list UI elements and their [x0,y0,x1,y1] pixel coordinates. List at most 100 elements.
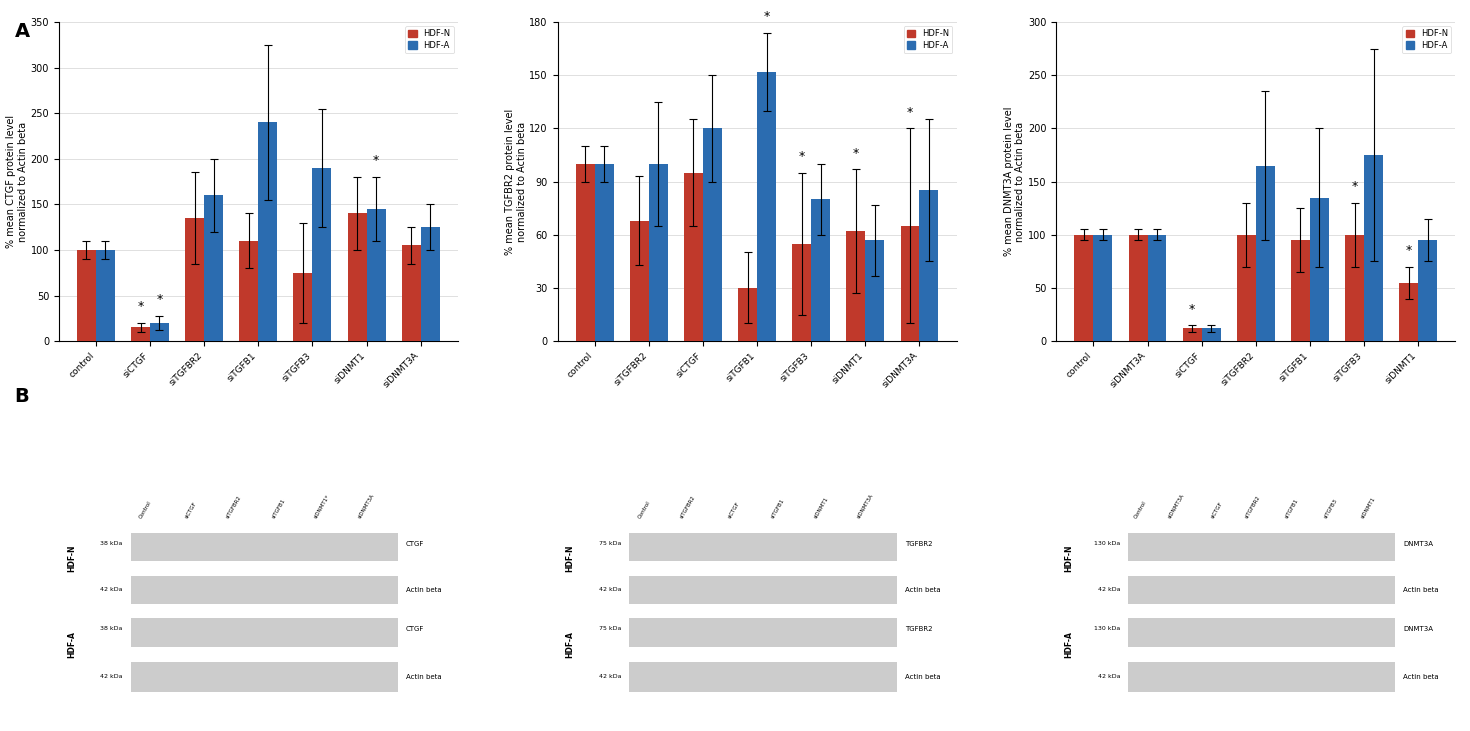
Bar [1127,576,1395,604]
Bar [629,576,897,604]
Text: TGFBR2: TGFBR2 [904,626,932,632]
Bar [1364,155,1383,341]
Text: Actin beta: Actin beta [406,674,441,680]
Text: *: * [137,300,144,314]
Bar [259,122,278,341]
Bar [648,164,667,341]
Legend: HDF-N, HDF-A: HDF-N, HDF-A [904,26,953,53]
Bar [901,226,919,341]
Text: siTGFB1: siTGFB1 [270,498,287,520]
Text: *: * [1189,303,1195,316]
Text: 75 kDa: 75 kDa [598,542,622,546]
Text: *: * [907,106,913,118]
Bar [150,323,169,341]
Text: siDNMT1: siDNMT1 [1360,496,1376,520]
Text: HDF-N: HDF-N [66,545,76,572]
Bar [629,662,897,692]
Text: Actin beta: Actin beta [904,587,941,593]
Text: siDNMT3A: siDNMT3A [856,493,875,520]
Text: siDNMT3A: siDNMT3A [1167,493,1185,520]
Bar [703,129,722,341]
Bar [919,190,938,341]
Bar [420,227,440,341]
Text: 42 kDa: 42 kDa [598,675,622,680]
Bar [684,173,703,341]
Text: siTGFBR2: siTGFBR2 [225,495,243,520]
Bar [629,221,648,341]
Bar [757,72,776,341]
Y-axis label: % mean TGFBR2 protein level
normalized to Actin beta: % mean TGFBR2 protein level normalized t… [506,108,526,254]
Text: 38 kDa: 38 kDa [100,626,122,632]
Text: HDF-A: HDF-A [566,631,575,658]
Bar [185,218,204,341]
Bar [1201,328,1220,341]
Bar [1075,235,1094,341]
Bar [1291,240,1310,341]
Bar [401,246,420,341]
Text: DNMT3A: DNMT3A [1404,541,1433,547]
Bar [347,213,366,341]
Text: A: A [15,22,29,41]
Text: siTGFB3: siTGFB3 [1323,498,1338,520]
Bar [847,231,866,341]
Bar [96,250,115,341]
Bar [131,618,398,647]
Bar [792,243,811,341]
Bar [1183,328,1201,341]
Bar [131,327,150,341]
Text: siCTGF: siCTGF [728,501,741,520]
Bar [1127,618,1395,647]
Text: Actin beta: Actin beta [904,674,941,680]
Text: *: * [1405,244,1411,257]
Text: *: * [156,293,163,306]
Bar [1127,662,1395,692]
Text: siDNMT1*: siDNMT1* [313,493,331,520]
Text: 42 kDa: 42 kDa [100,675,122,680]
Bar [366,209,385,341]
Text: *: * [798,150,806,163]
Bar [1236,235,1255,341]
Bar [1345,235,1364,341]
Bar [1127,534,1395,561]
Bar [1148,235,1167,341]
Text: 38 kDa: 38 kDa [100,542,122,546]
Text: 130 kDa: 130 kDa [1094,626,1120,632]
Text: HDF-N: HDF-N [566,545,575,572]
Text: siTGFB1: siTGFB1 [770,498,785,520]
Bar [76,250,96,341]
Y-axis label: % mean DNMT3A protein level
normalized to Actin beta: % mean DNMT3A protein level normalized t… [1004,107,1025,257]
Text: 75 kDa: 75 kDa [598,626,622,632]
Bar [1129,235,1148,341]
Text: siTGFB1: siTGFB1 [1285,498,1299,520]
Bar [629,534,897,561]
Text: siDNMT3A: siDNMT3A [357,493,376,520]
Legend: HDF-N, HDF-A: HDF-N, HDF-A [404,26,454,53]
Text: HDF-N: HDF-N [1064,545,1073,572]
Text: B: B [15,387,29,406]
Bar [1255,166,1274,341]
Text: 42 kDa: 42 kDa [1098,675,1120,680]
Text: *: * [853,146,858,159]
Bar [811,200,831,341]
Text: CTGF: CTGF [406,626,425,632]
Text: siTGFBR2: siTGFBR2 [679,495,697,520]
Text: *: * [763,10,770,23]
Text: Actin beta: Actin beta [1404,587,1439,593]
Text: Control: Control [138,500,153,520]
Text: siDNMT1: siDNMT1 [813,496,831,520]
Text: 42 kDa: 42 kDa [100,587,122,592]
Bar [866,240,885,341]
Text: siTGFBR2: siTGFBR2 [1245,495,1261,520]
Text: CTGF: CTGF [406,541,425,547]
Text: Actin beta: Actin beta [1404,674,1439,680]
Text: 42 kDa: 42 kDa [598,587,622,592]
Bar [629,618,897,647]
Bar [1310,197,1329,341]
Bar [313,168,331,341]
Bar [294,273,313,341]
Text: 130 kDa: 130 kDa [1094,542,1120,546]
Text: 42 kDa: 42 kDa [1098,587,1120,592]
Bar [738,288,757,341]
Bar [240,240,259,341]
Legend: HDF-N, HDF-A: HDF-N, HDF-A [1402,26,1451,53]
